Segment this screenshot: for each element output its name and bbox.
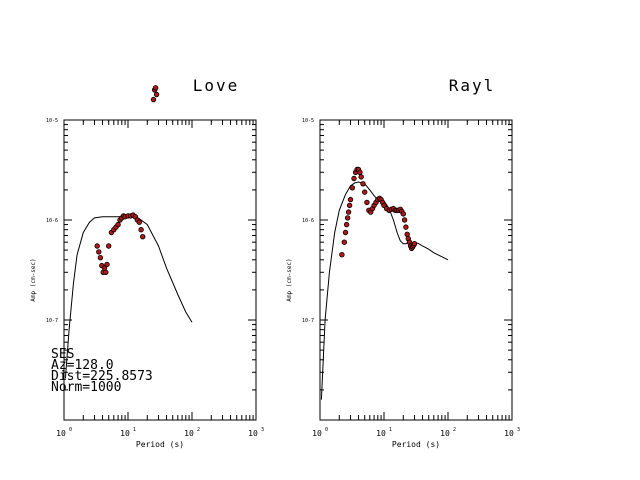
model-curve	[64, 216, 193, 379]
observed-point	[364, 199, 370, 206]
observed-point	[401, 217, 408, 223]
model-curve	[320, 181, 449, 400]
x-tick-label: 10	[504, 429, 514, 438]
x-tick-label: 10	[376, 429, 386, 438]
x-tick-exponent: 1	[133, 427, 136, 433]
y-tick-label: 10-5	[302, 118, 314, 124]
y-tick-label: 10-6	[46, 218, 58, 224]
observed-point	[105, 243, 112, 249]
observed-point	[150, 96, 157, 103]
station-info-line: Norm=1000	[51, 380, 121, 395]
plot-frame	[63, 119, 257, 421]
plot-frame	[319, 119, 513, 421]
observed-point	[343, 221, 350, 228]
station-info-line: Dist=225.8573	[51, 369, 153, 384]
x-tick-label: 10	[440, 429, 450, 438]
x-tick-label: 10	[120, 429, 130, 438]
observed-point	[351, 175, 357, 182]
observed-point	[152, 85, 159, 91]
observed-point	[347, 196, 354, 203]
x-tick-exponent: 3	[261, 427, 264, 433]
observed-point	[345, 209, 352, 215]
observed-point	[349, 185, 355, 191]
observed-point	[139, 233, 146, 240]
plot-title: Love	[193, 76, 240, 95]
x-tick-exponent: 2	[197, 427, 200, 433]
observed-point	[341, 239, 347, 245]
observed-point	[346, 202, 353, 209]
observed-point	[403, 224, 409, 230]
observed-point	[96, 249, 102, 255]
observed-point	[97, 255, 104, 261]
y-axis-label: Amp (cm-sec)	[286, 258, 293, 301]
observed-point	[115, 221, 121, 228]
y-tick-label: 10-5	[46, 118, 58, 124]
observed-point	[103, 269, 109, 275]
observed-point	[400, 211, 406, 217]
station-info-line: Az=128.0	[51, 358, 114, 373]
y-axis-label: Amp (cm-sec)	[30, 258, 37, 301]
x-tick-exponent: 1	[389, 427, 392, 433]
x-tick-label: 10	[248, 429, 258, 438]
y-tick-label: 10-7	[302, 318, 314, 324]
plot-title: Rayl	[449, 76, 496, 95]
x-tick-exponent: 0	[325, 427, 328, 433]
x-tick-exponent: 0	[69, 427, 72, 433]
observed-point	[339, 251, 345, 258]
y-tick-label: 10-6	[302, 218, 314, 224]
observed-point	[138, 226, 144, 233]
observed-point	[360, 181, 366, 187]
observed-point	[358, 174, 364, 180]
observed-point	[342, 229, 349, 236]
y-tick-label: 10-7	[46, 318, 58, 324]
observed-point	[136, 219, 142, 225]
x-axis-label: Period (s)	[392, 440, 440, 449]
observed-point	[344, 215, 351, 221]
station-info-line: SES	[51, 347, 74, 362]
observed-point	[404, 231, 410, 237]
observed-point	[104, 261, 110, 268]
x-axis-label: Period (s)	[136, 440, 184, 449]
x-tick-label: 10	[56, 429, 66, 438]
x-tick-exponent: 3	[517, 427, 520, 433]
observed-point	[362, 189, 368, 195]
observed-point	[411, 240, 418, 247]
observed-point	[357, 169, 363, 175]
x-tick-label: 10	[184, 429, 194, 438]
x-tick-label: 10	[312, 429, 322, 438]
observed-point	[153, 91, 160, 98]
x-tick-exponent: 2	[453, 427, 456, 433]
observed-point	[94, 243, 100, 249]
